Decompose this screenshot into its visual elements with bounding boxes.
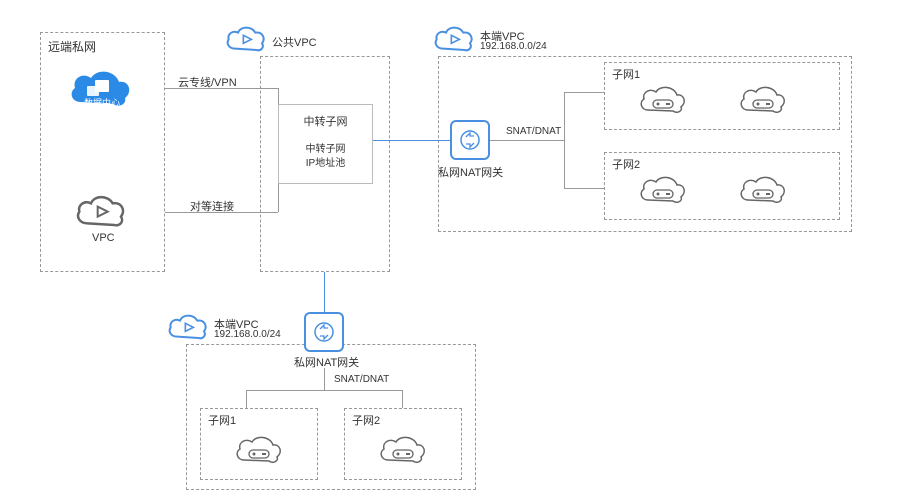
link-vpn-label: 云专线/VPN — [178, 74, 237, 90]
local-bottom-cidr: 192.168.0.0/24 — [214, 329, 281, 340]
nat-gateway-bottom — [304, 312, 344, 352]
public-vpc-label: 公共VPC — [272, 34, 317, 50]
remote-title: 远端私网 — [48, 38, 96, 55]
link-peer-label: 对等连接 — [190, 198, 234, 214]
subnet1-bottom-label: 子网1 — [208, 412, 236, 428]
transit-title: 中转子网 — [279, 113, 372, 129]
datacenter-label: 数据中心 — [84, 96, 120, 109]
server-icon — [234, 432, 284, 468]
subnet2-bottom-label: 子网2 — [352, 412, 380, 428]
snat-top-label: SNAT/DNAT — [506, 126, 561, 137]
nat-top-label: 私网NAT网关 — [438, 164, 503, 180]
server-icon — [738, 82, 788, 118]
local-bottom-cloud-icon — [166, 310, 210, 342]
transit-sub: 中转子网IP地址池 — [279, 143, 372, 171]
transit-subnet-box: 中转子网 中转子网IP地址池 — [278, 104, 373, 184]
snat-bottom-label: SNAT/DNAT — [334, 374, 389, 385]
link-public-to-nat-top — [373, 140, 450, 141]
link-nat-top-out — [490, 140, 564, 141]
server-icon — [638, 82, 688, 118]
remote-vpc-label: VPC — [92, 232, 115, 244]
subnet1-top-label: 子网1 — [612, 66, 640, 82]
local-top-cidr: 192.168.0.0/24 — [480, 41, 547, 52]
nat-gateway-top — [450, 120, 490, 160]
public-vpc-cloud-icon — [224, 22, 268, 54]
remote-vpc-icon — [73, 190, 129, 230]
subnet2-top-label: 子网2 — [612, 156, 640, 172]
server-icon — [738, 172, 788, 208]
nat-bottom-label: 私网NAT网关 — [294, 354, 359, 370]
server-icon — [638, 172, 688, 208]
local-top-cloud-icon — [432, 22, 476, 54]
server-icon — [378, 432, 428, 468]
